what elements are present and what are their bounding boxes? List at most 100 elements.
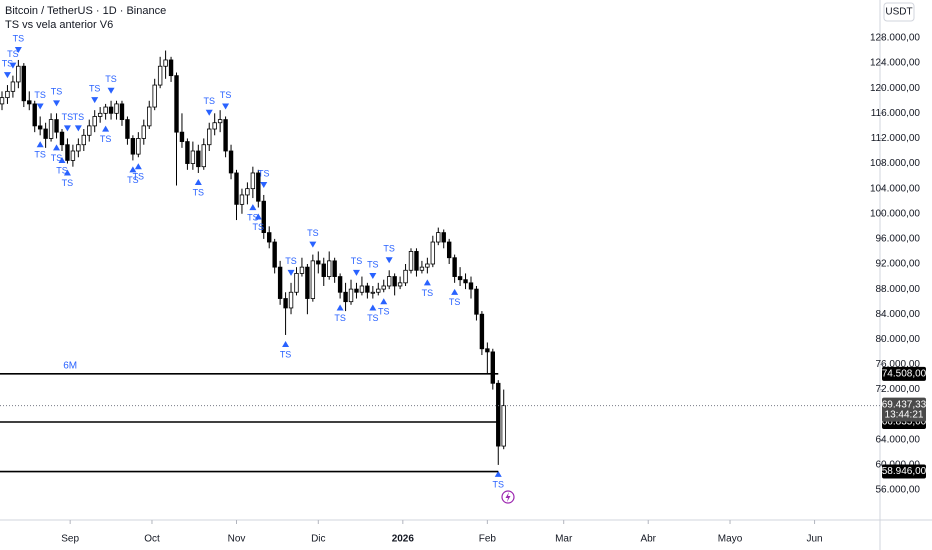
sell-signal bbox=[369, 272, 377, 279]
buy-signal bbox=[58, 156, 66, 163]
candle-body bbox=[196, 150, 201, 168]
candle-body bbox=[201, 144, 206, 168]
candle-body bbox=[414, 251, 419, 271]
candle-body bbox=[212, 122, 217, 130]
candle-body bbox=[436, 232, 441, 243]
buy-signal bbox=[254, 213, 262, 220]
candle-body bbox=[87, 125, 92, 136]
candle-body bbox=[496, 382, 501, 447]
x-tick-label: Feb bbox=[479, 534, 497, 545]
candle-body bbox=[37, 125, 43, 130]
candle-body bbox=[70, 150, 76, 161]
currency-box[interactable] bbox=[883, 2, 915, 22]
signal-label: TS bbox=[73, 112, 85, 122]
sell-signal bbox=[260, 181, 268, 188]
buy-signal bbox=[102, 125, 110, 132]
candle-body bbox=[223, 119, 228, 152]
candle-body bbox=[185, 141, 190, 164]
candle-body bbox=[316, 260, 321, 265]
sell-signal bbox=[352, 269, 360, 276]
chart-title: Bitcoin / TetherUS · 1D · Binance bbox=[5, 5, 166, 17]
candle-body bbox=[0, 97, 5, 105]
candle-body bbox=[452, 257, 457, 277]
y-tick-label: 72.000,00 bbox=[876, 384, 921, 395]
signal-label: TS bbox=[105, 74, 117, 84]
signal-label: TS bbox=[2, 58, 14, 68]
candle-body bbox=[32, 103, 37, 127]
candle-body bbox=[27, 100, 32, 105]
candle-body bbox=[267, 232, 272, 243]
candle-body bbox=[152, 84, 157, 108]
y-tick-label: 124.000,00 bbox=[870, 58, 920, 69]
candle-body bbox=[337, 276, 343, 293]
candle-body bbox=[174, 75, 179, 133]
signal-label: TS bbox=[334, 313, 346, 323]
buy-signal bbox=[336, 304, 344, 311]
candle-body bbox=[108, 106, 114, 114]
y-tick-label: 92.000,00 bbox=[876, 259, 921, 270]
candle-body bbox=[21, 65, 27, 102]
signal-label: TS bbox=[193, 187, 205, 197]
signal-label: TS bbox=[56, 165, 68, 175]
candle-body bbox=[190, 150, 196, 164]
currency[interactable]: USDT bbox=[885, 7, 912, 18]
candle-body bbox=[283, 298, 288, 309]
y-tick-label: 88.000,00 bbox=[876, 284, 921, 295]
alert-circle[interactable] bbox=[501, 490, 515, 504]
candle-body bbox=[501, 405, 506, 447]
candle-body bbox=[425, 263, 430, 268]
signal-label: TS bbox=[280, 349, 292, 359]
signal-label: TS bbox=[34, 150, 46, 160]
candle-body bbox=[168, 59, 174, 77]
y-tick-label: 120.000,00 bbox=[870, 83, 920, 94]
y-tick-label: 104.000,00 bbox=[870, 183, 920, 194]
alert-icon[interactable] bbox=[501, 490, 515, 504]
candle-body bbox=[16, 65, 21, 83]
buy-signal bbox=[423, 279, 431, 286]
y-tick-label: 56.000,00 bbox=[876, 485, 921, 496]
candle-body bbox=[43, 128, 48, 139]
candle-body bbox=[463, 279, 468, 284]
signal-label: TS bbox=[378, 307, 390, 317]
sell-signal bbox=[91, 97, 99, 104]
x-tick-label: Dic bbox=[311, 534, 325, 545]
candle-body bbox=[370, 291, 376, 294]
candle-body bbox=[365, 285, 370, 293]
sell-signal bbox=[309, 241, 317, 248]
signal-label: TS bbox=[307, 228, 319, 238]
signal-label: TS bbox=[422, 288, 434, 298]
candle-body bbox=[419, 266, 425, 271]
y-tick-label: 100.000,00 bbox=[870, 208, 920, 219]
buy-signal bbox=[249, 204, 257, 211]
sell-signal bbox=[385, 257, 393, 264]
candle-body bbox=[457, 276, 463, 281]
candle-body bbox=[59, 131, 65, 146]
candle-body bbox=[157, 65, 163, 86]
candle-body bbox=[485, 348, 490, 353]
signal-label: TS bbox=[258, 168, 270, 178]
signal-label: TS bbox=[493, 479, 505, 489]
candle-body bbox=[147, 106, 152, 127]
y-tick-label: 84.000,00 bbox=[876, 309, 921, 320]
level-label: 66.835,00 bbox=[882, 417, 927, 428]
y-tick-label: 96.000,00 bbox=[876, 234, 921, 245]
buy-signal bbox=[494, 470, 502, 477]
candle-body bbox=[92, 116, 97, 127]
candle-body bbox=[114, 103, 119, 114]
signal-label: TS bbox=[449, 297, 461, 307]
candle-body bbox=[343, 291, 348, 303]
candle-body bbox=[479, 313, 485, 350]
alert-bolt[interactable] bbox=[505, 492, 511, 502]
level-label-box bbox=[882, 366, 926, 381]
candle-body bbox=[250, 172, 256, 190]
candle-body bbox=[430, 241, 436, 265]
x-tick-label: Jun bbox=[806, 534, 822, 545]
signal-label: TS bbox=[51, 153, 63, 163]
signal-label: TS bbox=[100, 134, 112, 144]
signal-label: TS bbox=[62, 178, 74, 188]
candle-body bbox=[228, 150, 234, 174]
countdown: 13:44:21 bbox=[885, 409, 924, 420]
candle-body bbox=[348, 288, 354, 303]
candle-body bbox=[376, 288, 381, 293]
